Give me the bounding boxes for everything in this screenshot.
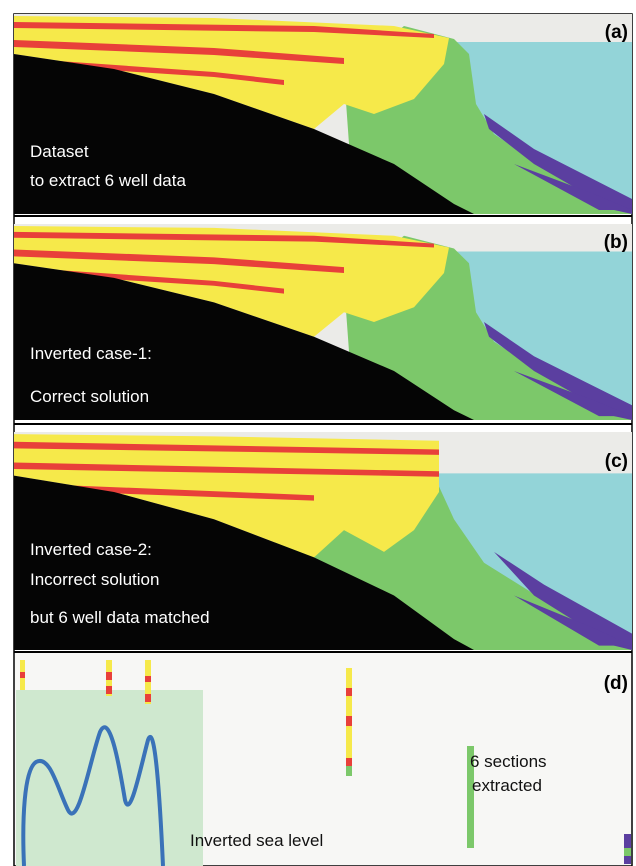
sea-level-box [16,690,203,866]
caption: to extract 6 well data [30,171,186,190]
sections-note: extracted [472,776,542,795]
sections-note: 6 sections [470,752,547,771]
figure: (a) Dataset to extract 6 well data (b) I… [0,0,636,866]
panel-label: (a) [605,22,628,43]
shape [20,672,25,678]
caption: Dataset [30,142,89,161]
shape [106,686,112,694]
page: (a) Dataset to extract 6 well data (b) I… [0,0,636,866]
shape [624,848,631,856]
caption: but 6 well data matched [30,608,210,627]
caption: Incorrect solution [30,570,159,589]
sea-level-label: Inverted sea level [190,831,323,850]
panel-label: (d) [604,673,628,694]
caption: Inverted case-1: [30,344,152,363]
shape [346,766,352,776]
shape [346,688,352,696]
shape [106,672,112,680]
shape [145,676,151,682]
caption: Correct solution [30,387,149,406]
panel-label: (b) [604,232,628,253]
shape [145,694,151,702]
panel-label: (c) [605,451,628,472]
shape [346,716,352,726]
shape [346,758,352,766]
caption: Inverted case-2: [30,540,152,559]
